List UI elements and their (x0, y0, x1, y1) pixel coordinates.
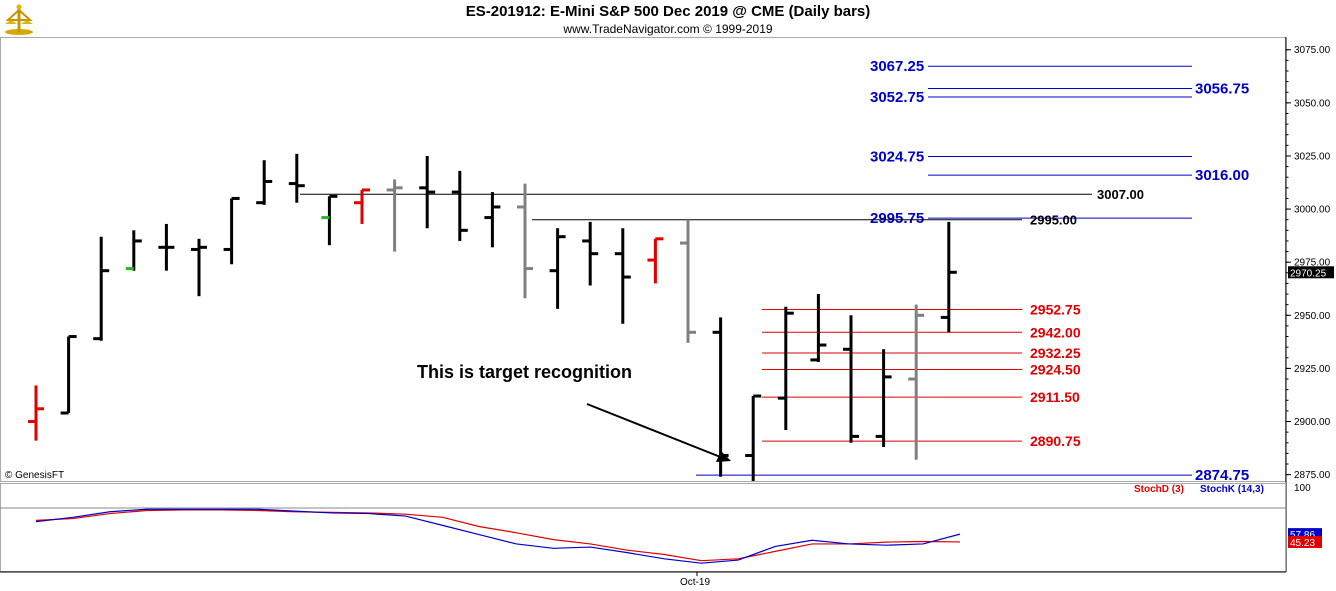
level-label: 3007.00 (1097, 187, 1144, 202)
legend-stochd: StochD (3) (1134, 484, 1184, 495)
indicator-series-line (35, 508, 961, 564)
time-axis-label: Oct-19 (680, 577, 710, 588)
stochd-value-tag (1288, 535, 1322, 548)
annotation-text: This is target recognition (417, 362, 632, 382)
level-label: 2932.25 (1030, 345, 1081, 361)
ohlc-bar (60, 335, 77, 415)
chart-title: ES-201912: E-Mini S&P 500 Dec 2019 @ CME… (465, 3, 871, 20)
level-label: 2952.75 (1030, 301, 1081, 317)
ohlc-bar (843, 315, 859, 443)
indicator-plot-area (0, 483, 1286, 572)
ohlc-bar (158, 223, 175, 271)
ohlc-bar (908, 304, 925, 460)
ohlc-bar (549, 228, 566, 309)
level-label: 2995.00 (1030, 213, 1077, 228)
level-lines: 3067.25 3056.75 3052.75 3024.75 3016.00 3007.… (300, 58, 1249, 484)
level-label: 3016.00 (1195, 167, 1249, 184)
stochk-value-label: 57.86 (1290, 530, 1315, 541)
ohlc-bar (680, 219, 696, 343)
price-tick-label: 2950.00 (1294, 311, 1331, 322)
ohlc-bar (256, 160, 273, 205)
ohlc-bar (614, 228, 631, 324)
price-tick-label: 2975.00 (1294, 258, 1331, 269)
ohlc-bar (191, 238, 207, 297)
level-label: 2995.75 (870, 210, 924, 227)
ohlc-bar (940, 221, 957, 333)
ohlc-bar (288, 153, 305, 203)
annotation-arrow (586, 403, 729, 461)
level-label: 3024.75 (870, 148, 924, 165)
annotation-arrowhead (716, 451, 731, 462)
ohlc-bar (419, 155, 436, 229)
ohlc-bar (647, 237, 664, 284)
ohlc-bar (745, 394, 762, 481)
indicator-series-line (35, 509, 961, 562)
price-tick-label: 3025.00 (1294, 151, 1331, 162)
ohlc-bar (354, 188, 370, 224)
ohlc-bar (810, 294, 827, 363)
level-label: 3067.25 (870, 58, 924, 75)
indicator-axis-label: 100 (1294, 483, 1311, 494)
level-label: 2890.75 (1030, 433, 1081, 449)
ohlc-bar (223, 196, 240, 265)
level-label: 2942.00 (1030, 324, 1081, 340)
current-price-tag (1288, 266, 1334, 279)
price-tick-label: 2875.00 (1294, 470, 1331, 481)
credit-label: © GenesisFT (5, 470, 64, 481)
ohlc-bar (321, 194, 338, 246)
level-label: 2874.75 (1195, 467, 1249, 484)
ohlc-bar (451, 170, 468, 241)
annotation: This is target recognition (417, 362, 731, 462)
price-tick-label: 3050.00 (1294, 98, 1331, 109)
ohlc-bar (484, 192, 501, 248)
app-logo (2, 2, 36, 36)
price-panel (0, 37, 1287, 572)
level-label: 3052.75 (870, 89, 924, 106)
current-price-label: 2970.25 (1290, 268, 1327, 279)
price-tick-label: 2925.00 (1294, 364, 1331, 375)
price-tick-label: 3000.00 (1294, 205, 1331, 216)
price-plot-area (0, 37, 1286, 482)
ohlc-bar (582, 221, 599, 286)
ohlc-bar (875, 349, 892, 448)
legend-stochk: StochK (14,3) (1200, 484, 1264, 495)
stochd-value-label: 45.23 (1290, 538, 1315, 549)
level-label: 2911.50 (1030, 389, 1080, 405)
price-tick-label: 3075.00 (1294, 45, 1331, 56)
ohlc-bar (125, 230, 142, 271)
ohlc-bar (386, 179, 403, 252)
level-label: 2924.50 (1030, 361, 1081, 377)
ohlc-bar (777, 306, 794, 431)
ohlc-bars (28, 153, 957, 481)
ohlc-bar (28, 385, 44, 441)
ohlc-bar (93, 236, 110, 341)
level-label: 3056.75 (1195, 81, 1249, 98)
price-axis: 3075.00 3050.00 3025.00 3000.00 2975.00 2950.… (1286, 45, 1334, 481)
ohlc-bar (517, 183, 533, 299)
price-tick-label: 2900.00 (1294, 417, 1331, 428)
copyright-text: www.TradeNavigator.com © 1999-2019 (563, 22, 773, 36)
